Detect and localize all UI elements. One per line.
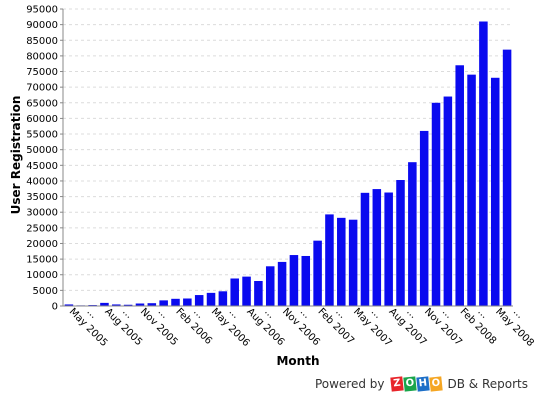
y-tick-label: 65000 xyxy=(26,98,58,109)
x-tick-labels: May 2005... Aug 2005... Nov 2005... Feb 200… xyxy=(67,306,536,349)
y-tick-label: 70000 xyxy=(26,83,58,94)
bar[interactable] xyxy=(100,302,109,306)
axes xyxy=(62,9,513,307)
bar[interactable] xyxy=(396,180,405,306)
bar[interactable] xyxy=(254,280,263,306)
bar[interactable] xyxy=(123,304,133,306)
logo-letter: Z xyxy=(389,376,404,392)
bar[interactable] xyxy=(277,261,287,306)
bar[interactable] xyxy=(337,217,346,306)
bar[interactable] xyxy=(431,102,441,306)
logo-letter: O xyxy=(402,376,417,392)
bar[interactable] xyxy=(183,298,192,306)
y-tick-label: 95000 xyxy=(26,5,58,16)
logo-letter: H xyxy=(415,376,430,392)
bar[interactable] xyxy=(206,292,216,306)
y-tick-label: 5000 xyxy=(33,286,58,297)
bar[interactable] xyxy=(455,65,464,306)
y-tick-label: 75000 xyxy=(26,67,58,78)
bar[interactable] xyxy=(171,298,180,306)
bar[interactable] xyxy=(479,21,488,307)
bar[interactable] xyxy=(112,304,121,306)
y-tick-label: 40000 xyxy=(26,176,58,187)
y-tick-label: 45000 xyxy=(26,161,58,172)
powered-by-text: Powered by xyxy=(314,377,385,391)
y-tick-label: 55000 xyxy=(26,130,58,141)
y-tick-label: 90000 xyxy=(26,20,58,31)
bar[interactable] xyxy=(372,189,382,306)
bar[interactable] xyxy=(313,240,322,306)
bars xyxy=(64,21,512,307)
y-tick-label: 20000 xyxy=(26,239,58,250)
bar[interactable] xyxy=(159,300,168,306)
product-name: DB & Reports xyxy=(447,377,529,391)
bar[interactable] xyxy=(265,266,275,306)
y-tick-label: 0 xyxy=(52,302,58,313)
bar[interactable] xyxy=(467,74,476,306)
bar-chart: 0 5000 10000 15000 20000 25000 30000 35000 40000… xyxy=(9,5,536,369)
bar[interactable] xyxy=(490,77,500,306)
y-tick-labels: 0 5000 10000 15000 20000 25000 30000 35000 40000… xyxy=(26,5,63,313)
y-tick-label: 10000 xyxy=(26,270,58,281)
bar[interactable] xyxy=(360,192,370,306)
y-tick-label: 80000 xyxy=(26,51,58,62)
bar[interactable] xyxy=(135,303,145,306)
bar[interactable] xyxy=(218,291,228,306)
bar[interactable] xyxy=(325,214,334,306)
bar[interactable] xyxy=(384,192,393,306)
bar[interactable] xyxy=(419,130,429,306)
y-axis-label: User Registration xyxy=(9,96,23,215)
bar[interactable] xyxy=(289,255,299,306)
bar[interactable] xyxy=(408,162,417,306)
bar[interactable] xyxy=(443,96,453,307)
logo-letter: O xyxy=(428,376,443,392)
bar[interactable] xyxy=(147,303,157,306)
y-tick-label: 85000 xyxy=(26,36,58,47)
bar[interactable] xyxy=(301,255,311,306)
bar[interactable] xyxy=(194,295,204,306)
bar[interactable] xyxy=(242,276,251,306)
bar[interactable] xyxy=(348,219,358,306)
y-tick-label: 60000 xyxy=(26,114,58,125)
bar[interactable] xyxy=(64,304,74,306)
bar[interactable] xyxy=(230,278,239,306)
y-tick-label: 15000 xyxy=(26,255,58,266)
y-tick-label: 30000 xyxy=(26,208,58,219)
y-tick-label: 25000 xyxy=(26,223,58,234)
y-tick-label: 50000 xyxy=(26,145,58,156)
x-axis-label: Month xyxy=(276,354,319,368)
bar[interactable] xyxy=(502,49,512,307)
y-tick-label: 35000 xyxy=(26,192,58,203)
